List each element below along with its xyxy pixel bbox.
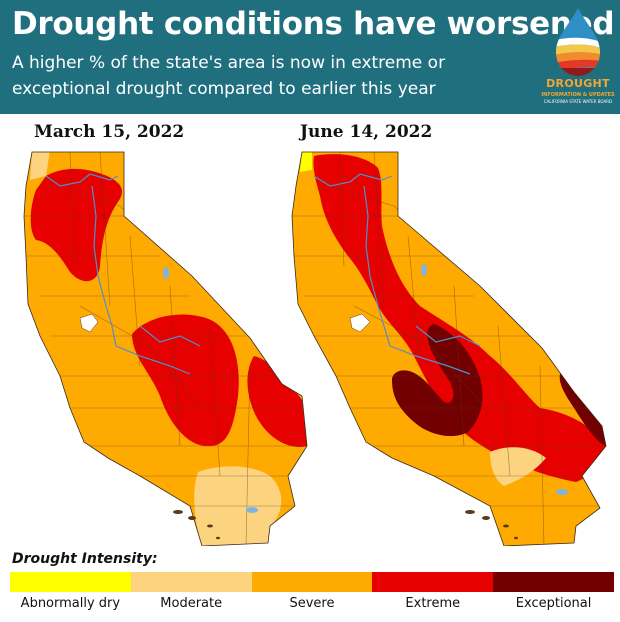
lakes [163,267,258,513]
water-drop-icon [556,8,600,76]
bay-area [79,313,99,333]
exceptional-drought-area-east [559,374,606,446]
channel-islands [173,510,220,540]
channel-islands [465,510,518,540]
state-outline [291,151,607,546]
moderate-drought-area-north [30,152,50,180]
state-outline [23,151,308,546]
extreme-drought-area-east [247,356,307,447]
bay-area [349,313,371,333]
legend-label-extreme: Extreme [405,596,461,611]
legend-swatch-exceptional [493,572,614,592]
county-lines [24,152,306,546]
legend-label-severe: Severe [289,596,335,611]
logo-tagline: INFORMATION & UPDATES [541,92,615,98]
extreme-drought-area-north [30,168,123,282]
rivers [45,173,201,375]
map-date-june: June 14, 2022 [300,122,433,142]
california-map-march [23,151,308,546]
legend-swatch-moderate [130,572,252,592]
drought-logo: DROUGHT INFORMATION & UPDATES CALIFORNIA… [540,6,616,110]
logo-wordmark: DROUGHT [546,77,610,90]
map-date-march: March 15, 2022 [34,122,185,142]
rivers [313,173,481,375]
california-map-june [291,151,607,546]
lakes [421,264,568,495]
extreme-drought-area-central [132,314,239,447]
legend-swatch-severe [251,572,373,592]
legend-label-abnormally-dry: Abnormally dry [20,596,121,611]
legend-title: Drought Intensity: [12,551,158,567]
logo-agency: CALIFORNIA STATE WATER BOARD [543,99,613,104]
legend-label-exceptional: Exceptional [515,596,592,611]
page-subtitle: A higher % of the state's area is now in… [12,53,446,99]
legend-swatch-extreme [372,572,494,592]
legend-color-bar [10,572,614,592]
legend-labels: Abnormally dry Moderate Severe Extreme E… [10,596,614,611]
abnormally-dry-area [300,152,312,172]
legend-swatch-abnormally-dry [10,572,131,592]
legend-label-moderate: Moderate [160,596,223,611]
page-title: Drought conditions have worsened [12,6,615,42]
header-banner: Drought conditions have worsened A highe… [0,0,620,114]
